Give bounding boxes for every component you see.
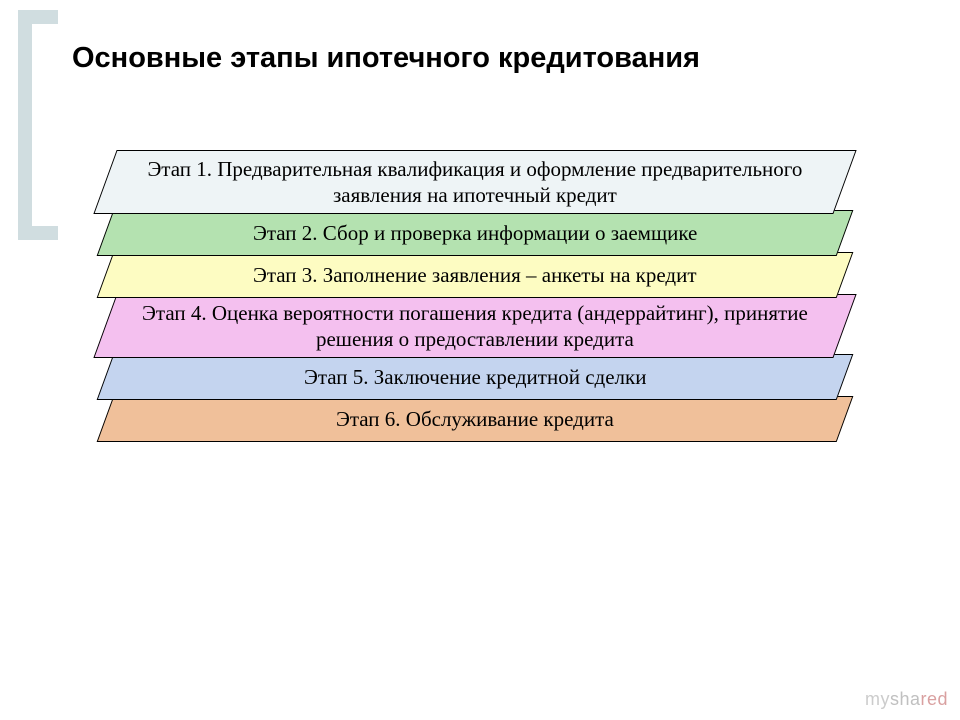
- watermark: myshared: [865, 689, 948, 710]
- page-title: Основные этапы ипотечного кредитования: [72, 42, 700, 75]
- step-label: Этап 5. Заключение кредитной сделки: [304, 364, 647, 390]
- steps-stack: Этап 1. Предварительная квалификация и о…: [105, 150, 845, 442]
- watermark-part: red: [920, 689, 948, 709]
- step-label: Этап 1. Предварительная квалификация и о…: [136, 156, 814, 209]
- step-label: Этап 6. Обслуживание кредита: [336, 406, 614, 432]
- step-2: Этап 2. Сбор и проверка информации о зае…: [97, 210, 854, 256]
- step-5: Этап 5. Заключение кредитной сделки: [97, 354, 854, 400]
- bracket-decoration: [18, 10, 58, 240]
- watermark-part: my: [865, 689, 890, 709]
- step-6: Этап 6. Обслуживание кредита: [97, 396, 854, 442]
- watermark-part: sha: [890, 689, 921, 709]
- step-1: Этап 1. Предварительная квалификация и о…: [93, 150, 856, 214]
- step-label: Этап 3. Заполнение заявления – анкеты на…: [253, 262, 697, 288]
- step-3: Этап 3. Заполнение заявления – анкеты на…: [97, 252, 854, 298]
- step-label: Этап 2. Сбор и проверка информации о зае…: [253, 220, 697, 246]
- step-4: Этап 4. Оценка вероятности погашения кре…: [93, 294, 856, 358]
- step-label: Этап 4. Оценка вероятности погашения кре…: [136, 300, 814, 353]
